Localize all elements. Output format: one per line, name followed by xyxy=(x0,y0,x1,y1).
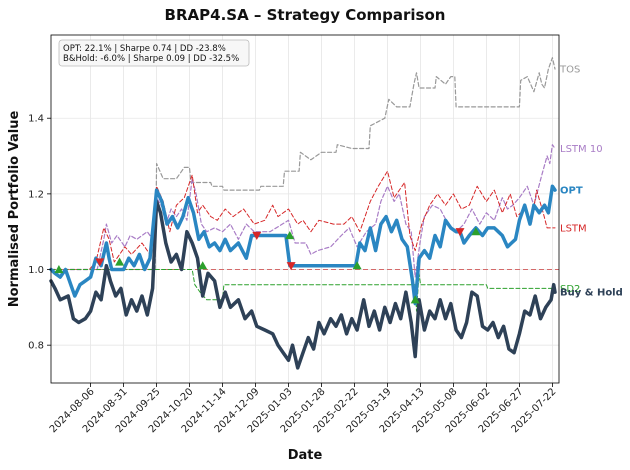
buy-marker xyxy=(410,295,420,304)
sell-marker xyxy=(252,231,262,240)
y-tick-label: 1.2 xyxy=(28,189,44,200)
buy-marker xyxy=(115,257,125,266)
sell-marker xyxy=(455,228,465,237)
series-line-lstm xyxy=(50,170,556,270)
y-axis-ticks: 0.8 1.0 1.2 1.4 xyxy=(28,114,51,352)
grid-lines xyxy=(51,35,559,383)
y-tick-label: 0.8 xyxy=(28,341,44,352)
y-tick-label: 1.4 xyxy=(28,114,44,125)
x-axis-title: Date xyxy=(288,448,323,463)
end-label-opt: OPT xyxy=(560,186,583,197)
series-line-sd2 xyxy=(50,269,556,312)
series-line-opt xyxy=(49,184,557,306)
sell-marker xyxy=(95,258,105,267)
stats-box: OPT: 22.1% | Sharpe 0.74 | DD -23.8% B&H… xyxy=(58,39,250,67)
y-axis-title: Normalised Portfolio Value xyxy=(7,111,22,308)
plot-frame xyxy=(50,34,560,384)
series-lines xyxy=(49,57,557,370)
stats-box-background xyxy=(58,39,250,67)
buy-marker xyxy=(471,227,481,236)
buy-marker xyxy=(285,231,295,240)
stats-line-buyhold: B&Hold: -6.0% | Sharpe 0.09 | DD -32.5% xyxy=(63,54,239,64)
end-label-buy-and-hold: Buy & Hold xyxy=(560,288,623,299)
sell-marker xyxy=(286,262,296,271)
end-label-lstm-10: LSTM 10 xyxy=(560,144,603,155)
x-axis-ticks: 2024-08-062024-08-312024-09-252024-10-20… xyxy=(48,383,559,435)
end-label-sd2: SD2 xyxy=(560,284,580,295)
y-tick-label: 1.0 xyxy=(28,265,44,276)
series-line-tos xyxy=(50,57,556,271)
end-label-tos: TOS xyxy=(559,65,580,76)
buy-marker xyxy=(198,261,208,270)
trade-markers xyxy=(54,227,481,304)
end-label-lstm: LSTM xyxy=(560,223,587,234)
series-line-lstm-10 xyxy=(50,144,556,278)
stats-line-opt: OPT: 22.1% | Sharpe 0.74 | DD -23.8% xyxy=(63,44,226,54)
series-line-buy-and-hold xyxy=(49,199,557,370)
buy-marker xyxy=(352,261,362,270)
buy-marker xyxy=(54,265,64,274)
chart-title: BRAP4.SA – Strategy Comparison xyxy=(165,6,446,24)
